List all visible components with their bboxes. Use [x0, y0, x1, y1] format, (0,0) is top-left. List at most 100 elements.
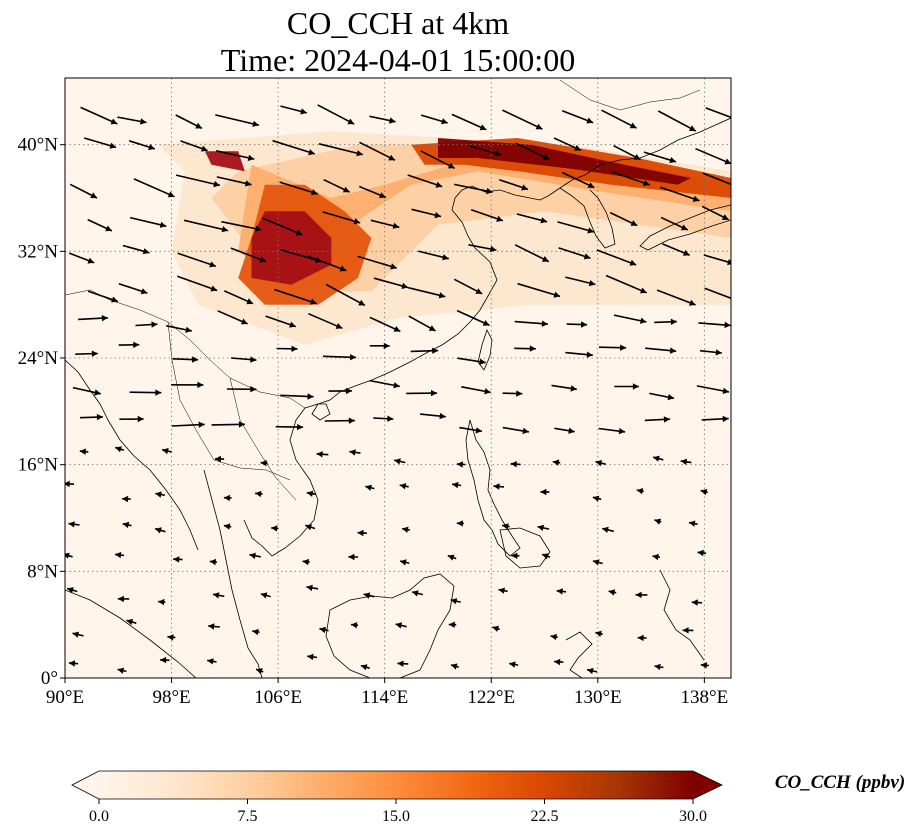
wind-arrow-head	[260, 592, 268, 599]
wind-arrow-head	[214, 455, 221, 463]
wind-arrow-head	[306, 584, 313, 592]
wind-arrow-head	[311, 189, 318, 196]
border-line	[109, 299, 306, 409]
wind-arrow-head	[200, 145, 208, 152]
wind-arrow-shaft	[317, 104, 355, 125]
tick-label-lon: 106°E	[254, 687, 302, 708]
wind-arrow-head	[271, 525, 278, 532]
coastlines	[65, 117, 731, 678]
wind-arrow-head	[447, 554, 455, 561]
wind-arrow-head	[223, 494, 230, 502]
wind-arrow-head	[629, 122, 637, 129]
wind-arrow-head	[360, 664, 368, 671]
wind-arrow-shaft	[596, 249, 637, 266]
wind-arrow-head	[448, 621, 455, 628]
wind-arrow-head	[87, 257, 95, 264]
wind-arrow-head	[570, 385, 577, 392]
wind-arrow-head	[252, 120, 259, 127]
wind-arrow-head	[223, 523, 231, 530]
wind-arrow-head	[727, 259, 731, 266]
wind-arrow-head	[522, 427, 529, 435]
tick-label-lon: 122°E	[467, 687, 515, 708]
wind-arrow-head	[117, 595, 124, 603]
wind-arrow-head	[553, 291, 561, 298]
wind-arrow-head	[732, 182, 739, 188]
wind-arrow-head	[319, 626, 326, 634]
wind-arrow-head	[509, 661, 516, 668]
wind-arrow-head	[542, 153, 550, 160]
tick-label-lat: 24°N	[18, 348, 59, 369]
wind-arrow-head	[389, 117, 396, 124]
wind-arrow-head	[630, 220, 638, 226]
wind-arrow-head	[715, 349, 722, 356]
wind-arrow-head	[722, 415, 729, 423]
colorbar-tick-label: 7.5	[238, 808, 258, 825]
wind-arrow-head	[494, 150, 501, 157]
wind-arrow-head	[680, 224, 688, 231]
wind-arrow-head	[632, 383, 639, 390]
wind-arrow-head	[682, 249, 690, 256]
wind-arrow-head	[160, 656, 167, 664]
wind-arrow-head	[452, 481, 459, 489]
wind-arrow-shaft	[177, 275, 218, 292]
wind-arrow-head	[441, 118, 448, 125]
wind-arrow-head	[691, 599, 698, 606]
wind-arrow-shaft	[451, 113, 487, 131]
wind-arrow-head	[643, 180, 650, 186]
wind-arrow-head	[349, 449, 356, 456]
wind-vectors	[65, 104, 739, 675]
coastline-new-guinea	[659, 569, 705, 661]
wind-arrow-head	[133, 341, 140, 348]
wind-arrow-head	[148, 144, 155, 151]
wind-arrow-head	[542, 553, 549, 560]
wind-arrow-head	[159, 221, 167, 228]
wind-arrow-head	[397, 660, 404, 667]
wind-arrow-shaft	[515, 142, 550, 161]
colorbar: 0.0 7.5 15.0 22.5 30.0 CO_CCH (ppbv)	[71, 770, 905, 825]
colorbar-tick-label: 0.0	[89, 808, 109, 825]
wind-arrow-head	[357, 529, 364, 537]
border-line	[229, 377, 297, 501]
wind-arrow-shaft	[221, 220, 262, 231]
plume-max	[204, 151, 245, 172]
wind-arrow-head	[109, 142, 117, 149]
wind-arrow-head	[155, 491, 162, 498]
wind-arrow-shaft	[183, 219, 229, 232]
wind-arrow-head	[297, 423, 304, 431]
wind-arrow-head	[213, 592, 220, 599]
wind-arrow-shaft	[357, 255, 398, 269]
wind-arrow-shaft	[704, 287, 731, 300]
border-line	[559, 79, 701, 111]
coastline-hainan	[311, 403, 331, 421]
wind-arrow-shaft	[702, 172, 731, 186]
wind-arrow-head	[353, 218, 361, 225]
wind-arrow-head	[240, 318, 248, 325]
wind-arrow-head	[250, 386, 257, 393]
wind-arrow-head	[68, 521, 75, 528]
tick-label-lat: 16°N	[18, 455, 59, 476]
wind-arrow-head	[158, 598, 165, 606]
wind-arrow-head	[587, 667, 594, 675]
wind-arrow-head	[541, 320, 548, 327]
wind-arrow-head	[68, 660, 76, 667]
wind-arrow-head	[447, 162, 455, 169]
wind-arrow-head	[400, 559, 407, 566]
wind-arrow-head	[450, 598, 458, 605]
wind-arrow-head	[198, 421, 205, 428]
graticule	[65, 78, 731, 678]
tick-label-lon: 90°E	[46, 687, 84, 708]
wind-arrow-head	[456, 461, 463, 468]
wind-arrow-shaft	[557, 221, 595, 233]
colorbar-tick-label: 30.0	[679, 808, 707, 825]
wind-arrow-head	[475, 427, 482, 434]
wind-arrow-shaft	[605, 274, 648, 294]
wind-arrow-head	[587, 227, 594, 234]
wind-arrow-head	[475, 288, 483, 294]
wind-arrow-head	[185, 326, 192, 333]
wind-arrow-head	[105, 225, 112, 232]
wind-arrow-head	[635, 591, 642, 599]
wind-arrow-shaft	[262, 217, 303, 236]
map-frame	[64, 77, 732, 679]
wind-arrow-head	[700, 489, 708, 496]
